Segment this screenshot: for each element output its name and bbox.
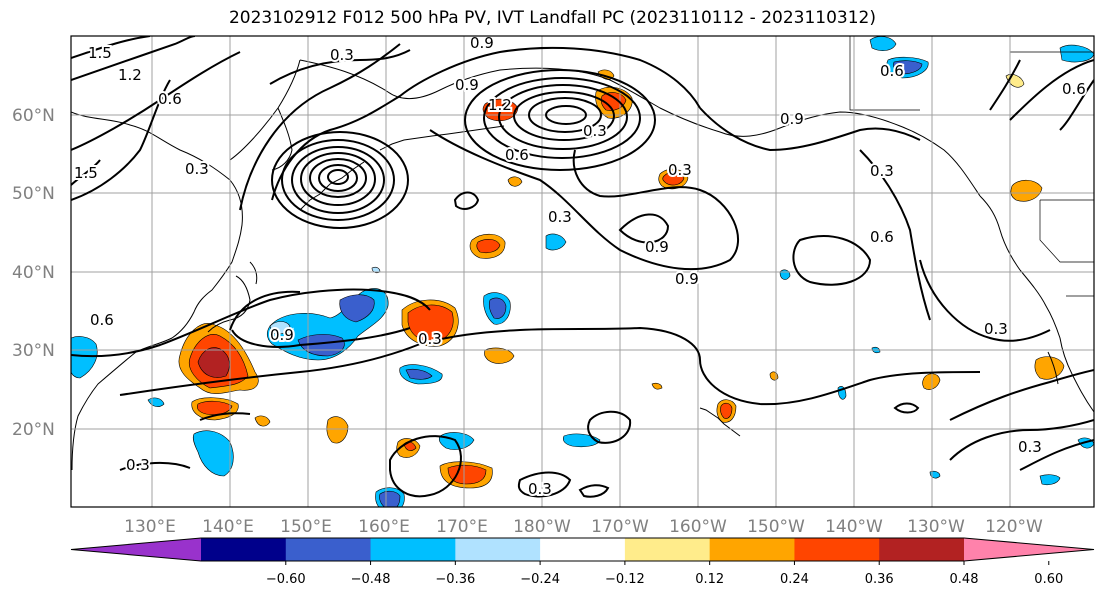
colorbar-tick-label: −0.24 bbox=[520, 572, 560, 587]
lon-label: 180°W bbox=[513, 517, 571, 537]
contour-label: 0.3 bbox=[668, 161, 692, 179]
contour-label: 0.3 bbox=[583, 122, 607, 140]
lon-label: 170°W bbox=[591, 517, 649, 537]
colorbar-extend-min bbox=[71, 538, 201, 561]
colorbar: −0.60 −0.48 −0.36 −0.24 −0.12 0.12 0.24 0.36 0.4… bbox=[70, 537, 1095, 587]
contour-label: 0.6 bbox=[880, 62, 904, 80]
contour-label: 0.3 bbox=[418, 330, 442, 348]
colorbar-tick-label: 0.36 bbox=[865, 572, 894, 587]
contour-label: 0.9 bbox=[645, 238, 669, 256]
colorbar-bin bbox=[709, 538, 795, 561]
lat-label: 60°N bbox=[12, 106, 55, 126]
contour-label: 0.9 bbox=[780, 110, 804, 128]
hawaii-islands bbox=[699, 407, 741, 437]
colorbar-bin bbox=[540, 538, 626, 561]
lon-label: 160°W bbox=[669, 517, 727, 537]
contour-label: 0.3 bbox=[528, 480, 552, 498]
lon-label: 130°E bbox=[124, 517, 176, 537]
colorbar-bin bbox=[201, 538, 287, 561]
low-center-1 bbox=[271, 131, 409, 229]
colorbar-tick-label: 0.12 bbox=[695, 572, 724, 587]
colorbar-bin bbox=[370, 538, 456, 561]
colorbar-tick-label: 0.60 bbox=[1034, 572, 1063, 587]
colorbar-outline bbox=[70, 537, 1095, 562]
contour-label: 1.2 bbox=[118, 66, 142, 84]
colorbar-tick-label: −0.48 bbox=[351, 572, 391, 587]
contour-label: 0.3 bbox=[126, 456, 150, 474]
contour-label: 0.9 bbox=[455, 76, 479, 94]
colorbar-bin bbox=[879, 538, 965, 561]
lon-label: 120°W bbox=[985, 517, 1043, 537]
coastlines bbox=[71, 59, 1094, 471]
lon-label: 150°E bbox=[280, 517, 332, 537]
lat-label: 30°N bbox=[12, 341, 55, 361]
pv-contours bbox=[71, 36, 1094, 498]
contour-label: 1.5 bbox=[88, 44, 112, 62]
lat-label: 40°N bbox=[12, 263, 55, 283]
map-border bbox=[70, 35, 1095, 508]
lon-label: 140°W bbox=[825, 517, 883, 537]
contour-label: 0.3 bbox=[1018, 438, 1042, 456]
latitude-labels: 60°N 50°N 40°N 30°N 20°N bbox=[12, 106, 55, 440]
contour-label: 0.6 bbox=[158, 90, 182, 108]
contour-label: 0.6 bbox=[505, 146, 529, 164]
contour-label: 0.6 bbox=[870, 228, 894, 246]
colorbar-bin bbox=[285, 538, 372, 561]
lon-label: 170°E bbox=[436, 517, 488, 537]
contour-label: 0.3 bbox=[984, 320, 1008, 338]
lon-label: 160°E bbox=[358, 517, 410, 537]
colorbar-bin bbox=[624, 538, 711, 561]
contour-label: 1.5 bbox=[74, 164, 98, 182]
contour-label: 0.3 bbox=[185, 160, 209, 178]
contour-label: 0.6 bbox=[1062, 80, 1086, 98]
lon-label: 130°W bbox=[907, 517, 965, 537]
contour-labels: 1.5 1.2 0.6 0.3 0.9 1.2 0.9 0.3 0.6 0.6 … bbox=[72, 34, 1088, 500]
colorbar-tick-label: −0.36 bbox=[435, 572, 475, 587]
contour-label: 1.2 bbox=[488, 96, 512, 114]
colorbar-bin bbox=[455, 538, 541, 561]
contour-label: 0.3 bbox=[548, 208, 572, 226]
colorbar-tick-label: −0.12 bbox=[605, 572, 645, 587]
contour-label: 0.9 bbox=[675, 270, 699, 288]
contour-label: 0.3 bbox=[870, 162, 894, 180]
lat-label: 50°N bbox=[12, 184, 55, 204]
gridlines bbox=[71, 36, 1094, 507]
map-title: 2023102912 F012 500 hPa PV, IVT Landfall… bbox=[228, 8, 876, 28]
colorbar-tick-label: 0.24 bbox=[780, 572, 809, 587]
contour-label: 0.6 bbox=[90, 311, 114, 329]
lat-label: 20°N bbox=[12, 420, 55, 440]
lon-label: 150°W bbox=[747, 517, 805, 537]
colorbar-tick-label: −0.60 bbox=[266, 572, 306, 587]
shaded-fields bbox=[71, 36, 1094, 507]
low-center-2 bbox=[464, 69, 656, 171]
colorbar-extend-max bbox=[964, 538, 1094, 561]
contour-label: 0.9 bbox=[270, 326, 294, 344]
longitude-labels: 130°E 140°E 150°E 160°E 170°E 180°W 170°… bbox=[124, 517, 1043, 537]
contour-label: 0.3 bbox=[330, 46, 354, 64]
contour-label: 0.9 bbox=[470, 34, 494, 52]
lon-label: 140°E bbox=[202, 517, 254, 537]
colorbar-tick-label: 0.48 bbox=[950, 572, 979, 587]
colorbar-bin bbox=[794, 538, 880, 561]
